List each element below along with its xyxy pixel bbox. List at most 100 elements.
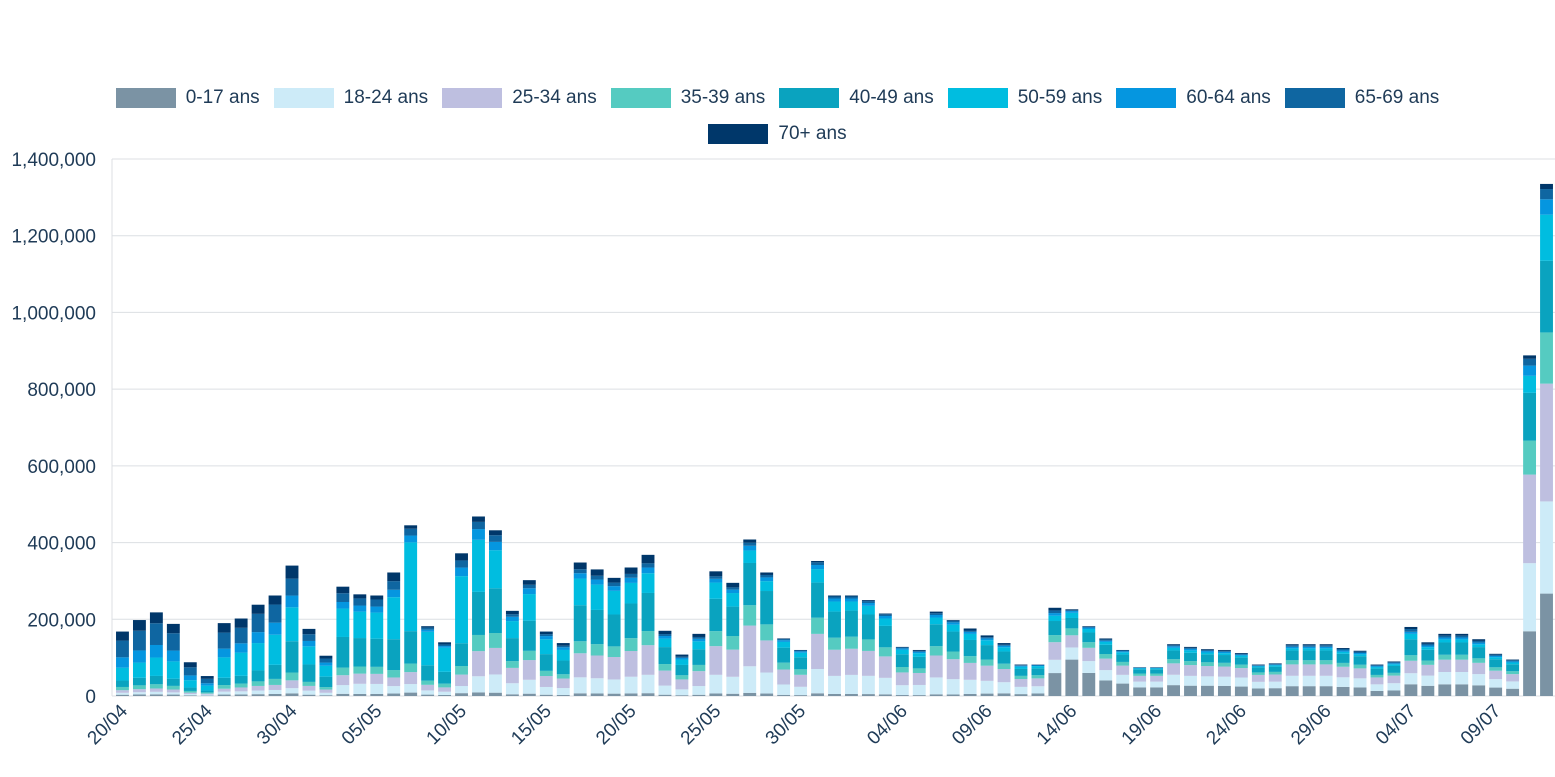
bar-segment (1065, 609, 1079, 611)
bar-segment (1184, 675, 1197, 686)
bar-segment (1099, 680, 1113, 696)
bar-segment (353, 638, 367, 667)
bar-segment (895, 667, 909, 673)
legend-item[interactable]: 65-69 ans (1284, 87, 1439, 109)
y-tick-label: 1,400,000 (11, 150, 96, 171)
bar-segment (675, 679, 689, 690)
chart-legend: 0-17 ans 18-24 ans 25-34 ans 35-39 ans 40-49… (0, 80, 1555, 152)
bar-segment (658, 638, 672, 648)
bar-segment (1082, 626, 1096, 628)
bar-segment (489, 530, 502, 536)
bar-segment (607, 582, 621, 587)
bar-segment (1133, 673, 1147, 676)
bar-segment (675, 659, 689, 665)
bar-segment (1031, 665, 1045, 667)
y-tick-label: 200,000 (27, 610, 96, 631)
bar-segment (1285, 675, 1299, 687)
bar-segment (438, 644, 452, 647)
bar-segment (777, 641, 791, 648)
x-tick-label: 09/07 (1457, 701, 1505, 749)
legend-item[interactable]: 35-39 ans (610, 87, 765, 109)
bar-segment (472, 634, 485, 652)
bar-segment (912, 649, 926, 651)
bar-segment (319, 662, 333, 666)
bar-segment (149, 688, 163, 692)
legend-item[interactable]: 40-49 ans (779, 87, 934, 109)
bar-segment (1116, 665, 1130, 675)
legend-item[interactable]: 25-34 ans (442, 87, 597, 109)
bar-segment (1201, 652, 1214, 655)
bar-segment (624, 676, 638, 694)
bar-segment (1116, 652, 1130, 655)
bar-segment (624, 582, 638, 604)
bar-segment (1336, 649, 1350, 651)
bar-segment (573, 562, 587, 570)
bar-segment (1540, 383, 1553, 502)
bar-segment (268, 678, 282, 685)
bar-segment (319, 676, 333, 688)
bar-segment (556, 643, 570, 646)
bar-segment (302, 664, 316, 682)
bar-segment (777, 662, 791, 670)
bar-segment (1099, 639, 1113, 641)
bar-segment (709, 582, 723, 599)
bar-segment (1387, 675, 1401, 684)
bar-segment (370, 673, 384, 684)
legend-item[interactable]: 70+ ans (708, 123, 847, 145)
bar-segment (590, 655, 604, 679)
bar-segment (1540, 183, 1553, 190)
legend-item[interactable]: 18-24 ans (273, 87, 428, 109)
y-tick-label: 0 (85, 687, 96, 708)
bar-segment (1421, 643, 1435, 646)
bar-segment (132, 692, 146, 695)
bar-segment (1201, 649, 1214, 651)
bar-segment (845, 610, 858, 637)
bar-segment (828, 611, 841, 638)
bar-segment (1302, 645, 1316, 647)
bar-segment (1217, 649, 1231, 651)
x-tick-label: 24/06 (1202, 701, 1250, 749)
bar-segment (1184, 661, 1197, 666)
bar-segment (997, 644, 1011, 646)
bar-segment (1234, 664, 1248, 669)
bar-segment (811, 569, 824, 583)
bar-segment (743, 666, 757, 693)
bar-segment (539, 670, 553, 677)
legend-label: 50-59 ans (1017, 87, 1103, 108)
bar-segment (895, 649, 909, 655)
bar-segment (1472, 658, 1486, 663)
bar-segment (997, 651, 1011, 664)
bar-segment (132, 677, 146, 686)
bar-segment (794, 651, 808, 653)
bar-segment (472, 521, 485, 530)
y-tick-label: 800,000 (27, 380, 96, 401)
bar-segment (268, 595, 282, 605)
bar-segment (760, 577, 774, 582)
bar-segment (116, 680, 129, 687)
bar-segment (1065, 612, 1079, 618)
bar-segment (149, 691, 163, 695)
bar-segment (624, 651, 638, 677)
bar-segment (658, 664, 672, 671)
bar-segment (370, 638, 384, 667)
bar-segment (1370, 665, 1384, 667)
bar-segment (777, 684, 791, 695)
legend-item[interactable]: 60-64 ans (1116, 87, 1271, 109)
bar-segment (438, 683, 452, 688)
bar-segment (726, 636, 740, 650)
bar-segment (1031, 675, 1045, 679)
bar-segment (489, 692, 502, 696)
bar-segment (285, 672, 299, 681)
bar-segment (895, 647, 909, 649)
bar-segment (878, 616, 892, 619)
legend-item[interactable]: 50-59 ans (947, 87, 1103, 109)
bar-segment (268, 684, 282, 690)
bar-segment (912, 684, 926, 696)
legend-item[interactable]: 0-17 ans (115, 87, 260, 109)
bar-segment (709, 571, 723, 577)
bar-segment (387, 639, 401, 671)
bar-segment (878, 647, 892, 657)
bar-segment (1116, 651, 1130, 653)
bar-segment (1438, 639, 1452, 643)
bar-segment (878, 618, 892, 626)
